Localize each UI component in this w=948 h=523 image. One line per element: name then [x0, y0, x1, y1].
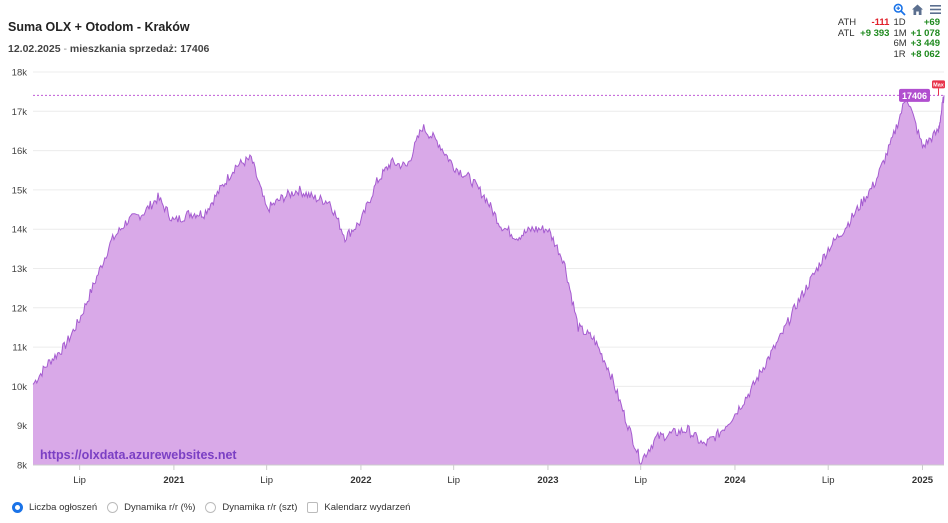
stats-label: 6M	[893, 38, 907, 49]
stats-row: ATH -111 1D +69	[836, 17, 942, 29]
legend-option[interactable]: Dynamika r/r (szt)	[205, 502, 297, 513]
radio-button[interactable]	[107, 502, 119, 513]
x-tick-label: 2025	[912, 475, 934, 486]
stats-value	[858, 39, 891, 50]
stats-label	[836, 39, 858, 50]
watermark-url: https://olxdata.azurewebsites.net	[40, 448, 237, 462]
toolbar	[893, 3, 942, 16]
stats-row: 6M +3 449	[836, 38, 942, 50]
last-value-badge	[899, 88, 930, 102]
stats-value: +9 393	[860, 27, 890, 39]
stats-row: ATL +9 393 1M +1 078	[836, 27, 942, 40]
checkbox[interactable]	[307, 502, 319, 513]
y-tick-label: 13k	[12, 264, 28, 275]
max-flag-label: Max	[933, 82, 945, 88]
legend-option-label: Kalendarz wydarzeń	[324, 502, 411, 513]
x-tick-label: 2023	[537, 475, 558, 486]
legend-option-label: Liczba ogłoszeń	[29, 502, 98, 513]
legend-option[interactable]: Liczba ogłoszeń	[12, 502, 97, 513]
area-chart[interactable]: 8k 9k 10k 11k 12k 13k 14k 15k 16k 17k 18k 17406 Max L…	[0, 60, 948, 492]
x-tick-label: Lip	[822, 475, 835, 486]
legend-option-label: Dynamika r/r (%)	[124, 502, 196, 513]
y-tick-label: 12k	[12, 303, 28, 314]
magnifier-icon[interactable]	[893, 3, 906, 16]
y-tick-label: 16k	[12, 146, 28, 157]
legend-option[interactable]: Kalendarz wydarzeń	[307, 502, 410, 513]
y-tick-label: 17k	[12, 107, 28, 118]
x-tick-label: 2024	[724, 475, 746, 486]
max-flag	[932, 80, 945, 89]
last-value-label: 17406	[902, 91, 927, 101]
y-tick-label: 18k	[12, 68, 28, 79]
y-tick-label: 11k	[12, 343, 27, 354]
y-tick-label: 10k	[12, 382, 28, 393]
stats-label: ATH	[837, 17, 857, 28]
current-date: 12.02.2025	[8, 43, 61, 55]
chart-mode-selector: Liczba ogłoszeń Dynamika r/r (%) Dynamika …	[12, 502, 420, 513]
legend-option-label: Dynamika r/r (szt)	[222, 502, 298, 513]
chart-subtitle: 12.02.2025 - mieszkania sprzedaż: 17406	[8, 43, 209, 55]
y-tick-label: 9k	[17, 421, 27, 432]
radio-button[interactable]	[205, 502, 217, 513]
legend-option[interactable]: Dynamika r/r (%)	[107, 502, 195, 513]
x-tick-label: 2022	[350, 475, 371, 486]
stats-label	[836, 50, 858, 61]
x-tick-label: 2021	[163, 475, 185, 486]
x-tick-label: Lip	[73, 475, 86, 486]
subtitle-separator: -	[60, 43, 70, 55]
radio-button[interactable]	[12, 502, 23, 513]
y-tick-label: 8k	[17, 461, 27, 472]
stats-value	[858, 50, 891, 61]
stats-value: +1 078	[910, 27, 940, 39]
stats-label: 1M	[893, 27, 907, 39]
chart-title: Suma OLX + Otodom - Kraków	[8, 20, 190, 34]
stats-label: 1R	[893, 48, 906, 60]
stats-value: +3 449	[910, 38, 940, 49]
stats-label: 1D	[893, 17, 906, 28]
stats-value: +69	[923, 17, 940, 28]
series-line	[32, 95, 945, 467]
current-metric: mieszkania sprzedaż: 17406	[69, 43, 210, 55]
stats-value: +8 062	[910, 48, 940, 60]
stats-value: -111	[871, 17, 890, 28]
stats-panel: ATH -111 1D +69 ATL +9 393 1M +1 078 6M +3 449 1R +…	[836, 17, 942, 61]
x-tick-label: Lip	[260, 475, 273, 486]
y-tick-label: 14k	[12, 225, 28, 236]
hamburger-menu-icon[interactable]	[929, 3, 942, 16]
home-icon[interactable]	[911, 3, 924, 16]
stats-label: ATL	[837, 27, 855, 39]
x-tick-label: Lip	[634, 475, 647, 486]
x-tick-label: Lip	[447, 475, 460, 486]
y-tick-label: 15k	[12, 185, 28, 196]
stats-row: 1R +8 062	[836, 48, 942, 61]
